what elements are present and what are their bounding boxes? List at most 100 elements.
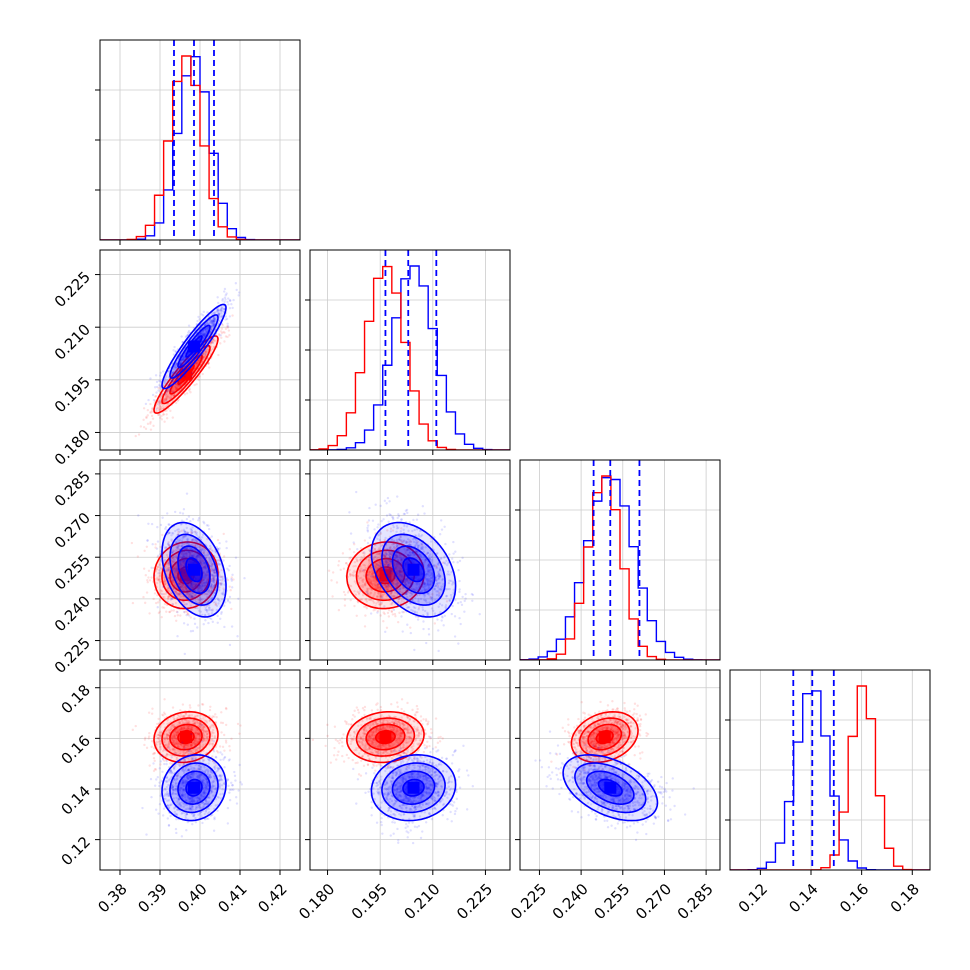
scatter-point [331, 595, 334, 598]
scatter-point [197, 315, 200, 319]
scatter-point [216, 614, 219, 618]
scatter-point [218, 319, 221, 323]
scatter-point [202, 562, 206, 565]
scatter-point [180, 563, 184, 567]
scatter-point [197, 359, 200, 362]
scatter-point [213, 316, 216, 320]
scatter-point [163, 399, 167, 403]
peak-marker [188, 563, 200, 576]
scatter-point [191, 586, 195, 590]
scatter-point [207, 588, 211, 592]
scatter-point [180, 519, 184, 522]
scatter-point [202, 335, 206, 338]
scatter-point [183, 611, 186, 614]
scatter-point [157, 386, 160, 390]
scatter-point [195, 361, 198, 365]
scatter-point [183, 652, 187, 656]
scatter-point [224, 327, 228, 331]
scatter-point [174, 567, 177, 570]
scatter-point [243, 577, 246, 580]
scatter-point [229, 299, 232, 302]
scatter-point [201, 314, 205, 317]
scatter-point [211, 609, 214, 612]
scatter-point [222, 532, 225, 536]
scatter-point [228, 585, 231, 588]
scatter-point [175, 592, 179, 595]
scatter-point [180, 541, 184, 545]
scatter-point [174, 385, 178, 389]
scatter-point [223, 300, 226, 303]
scatter-point [168, 610, 171, 614]
scatter-point [134, 434, 137, 438]
scatter-point [206, 593, 210, 596]
scatter-point [186, 623, 190, 626]
scatter-point [223, 287, 227, 291]
scatter-point [379, 504, 382, 508]
contour-line [153, 541, 219, 610]
scatter-point [197, 378, 201, 382]
scatter-point [203, 323, 207, 327]
scatter-point [175, 386, 178, 390]
scatter-point [365, 607, 369, 610]
scatter-point [199, 600, 202, 604]
scatter-point [205, 331, 208, 335]
scatter-point [383, 605, 386, 608]
scatter-point [224, 294, 227, 297]
scatter-point [223, 340, 226, 343]
scatter-point [188, 389, 191, 392]
scatter-point [218, 581, 221, 585]
scatter-point [179, 361, 183, 364]
scatter-point [168, 397, 171, 400]
scatter-point [172, 560, 175, 563]
scatter-point [212, 339, 216, 342]
scatter-point [186, 540, 190, 544]
scatter-point [212, 580, 216, 583]
scatter-point [203, 522, 206, 525]
scatter-point [221, 576, 224, 579]
scatter-point [223, 604, 226, 607]
scatter-point [170, 556, 173, 560]
scatter-point [199, 548, 202, 551]
scatter-point [156, 606, 159, 609]
scatter-point [230, 576, 233, 579]
scatter-point [208, 366, 211, 369]
scatter-point [212, 317, 216, 321]
contour-line [161, 303, 227, 390]
scatter-point [190, 548, 193, 551]
scatter-point [190, 583, 194, 587]
scatter-point [186, 553, 189, 556]
scatter-point [178, 384, 182, 387]
scatter-point [210, 321, 213, 324]
scatter-point [234, 556, 238, 559]
scatter-point [170, 592, 173, 595]
scatter-point [210, 560, 213, 563]
scatter-point [349, 556, 352, 559]
scatter-point [202, 623, 205, 626]
scatter-point [212, 323, 216, 327]
scatter-point [203, 333, 206, 336]
scatter-point [180, 544, 183, 547]
scatter-point [179, 582, 183, 586]
scatter-point [195, 583, 199, 586]
scatter-point [170, 562, 174, 565]
scatter-point [221, 299, 224, 302]
scatter-point [173, 567, 176, 570]
scatter-point [212, 323, 216, 327]
scatter-point [181, 358, 184, 361]
scatter-point [182, 555, 186, 559]
scatter-point [156, 578, 160, 581]
scatter-point [171, 379, 174, 383]
scatter-point [179, 511, 182, 515]
scatter-point [186, 592, 190, 596]
scatter-point [187, 551, 190, 554]
scatter-point [175, 383, 178, 387]
scatter-point [159, 385, 162, 388]
scatter-point [187, 542, 190, 545]
scatter-point [185, 492, 189, 495]
scatter-point [165, 390, 168, 393]
scatter-point [171, 374, 174, 377]
scatter-point [179, 585, 182, 588]
scatter-point [153, 574, 156, 577]
scatter-point [206, 327, 210, 330]
scatter-point [174, 393, 177, 396]
